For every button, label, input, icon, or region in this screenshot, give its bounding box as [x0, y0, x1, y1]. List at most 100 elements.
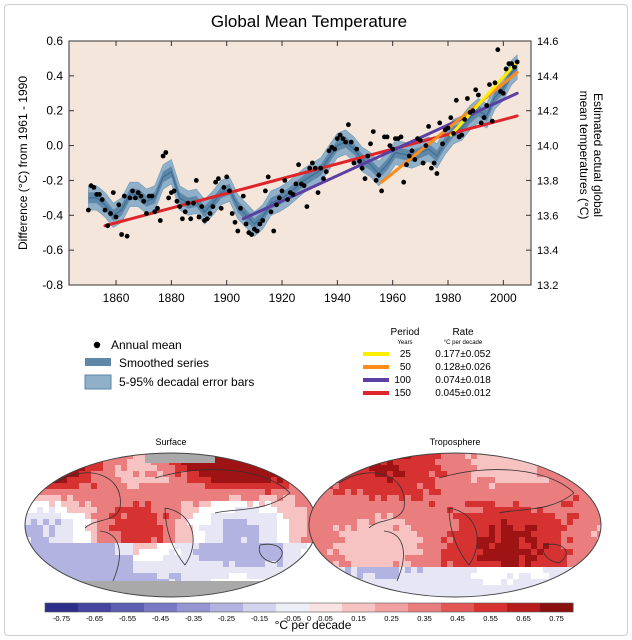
map-cell — [441, 459, 447, 465]
map-cell — [477, 525, 483, 531]
map-cell — [115, 483, 121, 489]
map-cell — [483, 591, 489, 597]
map-cell — [483, 495, 489, 501]
y-tick-label-right: 13.4 — [537, 245, 558, 257]
map-cell — [139, 501, 145, 507]
map-cell — [79, 495, 85, 501]
map-cell — [235, 591, 241, 597]
map-cell — [555, 459, 561, 465]
map-cell — [471, 561, 477, 567]
map-cell — [591, 477, 597, 483]
annual-mean-point — [431, 160, 437, 166]
map-cell — [387, 453, 393, 459]
annual-mean-point — [514, 59, 520, 65]
map-cell — [321, 567, 327, 573]
map-cell — [37, 507, 43, 513]
map-cell — [441, 555, 447, 561]
map-cell — [79, 489, 85, 495]
map-cell — [85, 537, 91, 543]
map-cell — [91, 573, 97, 579]
map-cell — [151, 573, 157, 579]
map-cell — [549, 561, 555, 567]
map-cell — [525, 543, 531, 549]
map-cell — [187, 561, 193, 567]
colorbar-tick-label: 0.25 — [384, 614, 399, 623]
map-cell — [295, 453, 301, 459]
map-cell — [43, 567, 49, 573]
map-cell — [483, 513, 489, 519]
map-cell — [399, 543, 405, 549]
map-cell — [61, 543, 67, 549]
map-cell — [369, 585, 375, 591]
annual-mean-point — [323, 169, 329, 175]
map-cell — [133, 501, 139, 507]
map-cell — [513, 453, 519, 459]
map-cell — [163, 561, 169, 567]
map-cell — [163, 507, 169, 513]
map-cell — [321, 465, 327, 471]
map-cell — [453, 591, 459, 597]
map-cell — [49, 513, 55, 519]
map-cell — [405, 507, 411, 513]
annual-mean-point — [348, 139, 354, 145]
map-cell — [175, 489, 181, 495]
map-cell — [339, 471, 345, 477]
map-cell — [37, 471, 43, 477]
map-cell — [67, 501, 73, 507]
map-cell — [429, 549, 435, 555]
annual-mean-point — [177, 204, 183, 210]
map-cell — [567, 489, 573, 495]
map-cell — [585, 465, 591, 471]
map-cell — [85, 513, 91, 519]
map-cell — [175, 543, 181, 549]
map-cell — [25, 495, 31, 501]
map-cell — [163, 471, 169, 477]
map-cell — [271, 537, 277, 543]
map-cell — [145, 495, 151, 501]
map-cell — [459, 489, 465, 495]
annual-mean-points — [86, 47, 520, 239]
map-cell — [585, 519, 591, 525]
map-cell — [289, 591, 295, 597]
map-cell — [289, 465, 295, 471]
map-cell — [429, 477, 435, 483]
map-cell — [561, 465, 567, 471]
map-cell — [91, 495, 97, 501]
map-cell — [277, 459, 283, 465]
map-cell — [591, 567, 597, 573]
x-tick-label: 1860 — [103, 291, 130, 305]
legend-period-header: Period — [391, 327, 420, 338]
map-cell — [307, 477, 313, 483]
map-cell — [381, 537, 387, 543]
map-cell — [441, 591, 447, 597]
map-cell — [211, 555, 217, 561]
map-cell — [205, 501, 211, 507]
map-cell — [561, 513, 567, 519]
map-cell — [121, 483, 127, 489]
annual-mean-point — [462, 117, 467, 122]
map-cell — [333, 549, 339, 555]
map-cell — [187, 471, 193, 477]
map-cell — [151, 483, 157, 489]
annual-mean-point — [406, 153, 412, 159]
annual-mean-point — [138, 193, 144, 199]
map-cell — [205, 483, 211, 489]
map-cell — [121, 555, 127, 561]
map-cell — [97, 531, 103, 537]
map-cell — [315, 579, 321, 585]
map-cell — [435, 471, 441, 477]
map-cell — [229, 453, 235, 459]
map-cell — [109, 477, 115, 483]
map-cell — [247, 525, 253, 531]
map-cell — [259, 549, 265, 555]
map-cell — [477, 459, 483, 465]
map-cell — [85, 459, 91, 465]
map-cell — [405, 513, 411, 519]
map-cell — [277, 531, 283, 537]
map-cell — [525, 531, 531, 537]
map-cell — [459, 501, 465, 507]
y-tick-label-right: 14.2 — [537, 106, 558, 118]
map-cell — [61, 513, 67, 519]
map-cell — [375, 567, 381, 573]
map-cell — [477, 531, 483, 537]
